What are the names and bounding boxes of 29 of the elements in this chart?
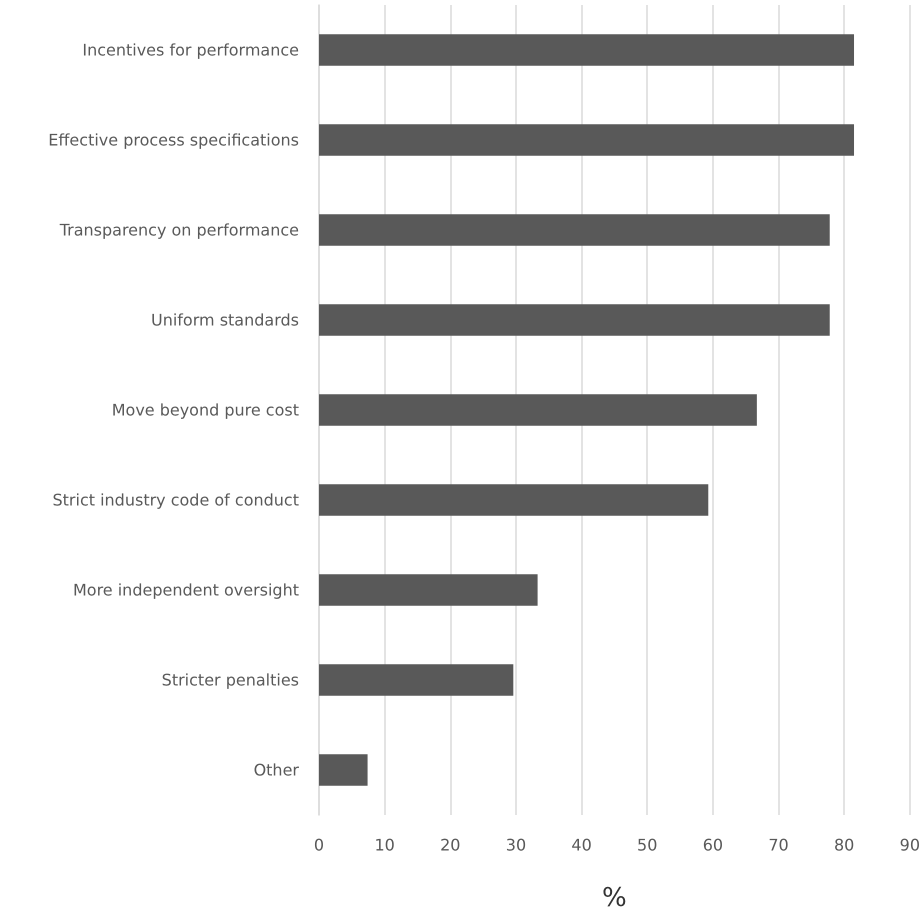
x-tick-label: 80 bbox=[834, 836, 854, 854]
bar bbox=[319, 34, 854, 66]
x-tick-label: 60 bbox=[702, 836, 724, 854]
y-tick-label: Strict industry code of conduct bbox=[52, 490, 299, 510]
bar bbox=[319, 484, 708, 516]
x-tick-label: 0 bbox=[314, 836, 324, 854]
bar bbox=[319, 664, 514, 696]
y-tick-label: Uniform standards bbox=[151, 310, 299, 330]
x-tick-label: 50 bbox=[637, 836, 658, 854]
x-tick-label: 90 bbox=[900, 836, 920, 854]
x-tick-label: 10 bbox=[374, 836, 395, 854]
y-tick-label: Effective process specifications bbox=[48, 130, 299, 150]
y-tick-label: More independent oversight bbox=[72, 580, 299, 600]
x-axis-title: % bbox=[602, 883, 627, 913]
x-tick-label: 70 bbox=[768, 836, 789, 854]
bar bbox=[319, 124, 854, 156]
bar bbox=[319, 754, 368, 786]
x-tick-label: 30 bbox=[506, 836, 526, 854]
bar bbox=[319, 214, 830, 246]
bar bbox=[319, 304, 830, 336]
bar bbox=[319, 394, 757, 426]
bar bbox=[319, 574, 538, 606]
y-tick-label: Transparency on performance bbox=[58, 220, 299, 240]
x-tick-label: 20 bbox=[440, 836, 460, 854]
y-tick-label: Move beyond pure cost bbox=[112, 400, 299, 420]
x-tick-label: 40 bbox=[571, 836, 592, 854]
y-tick-label: Other bbox=[254, 760, 300, 780]
y-tick-label: Incentives for performance bbox=[82, 40, 299, 60]
y-tick-label: Stricter penalties bbox=[162, 670, 299, 690]
